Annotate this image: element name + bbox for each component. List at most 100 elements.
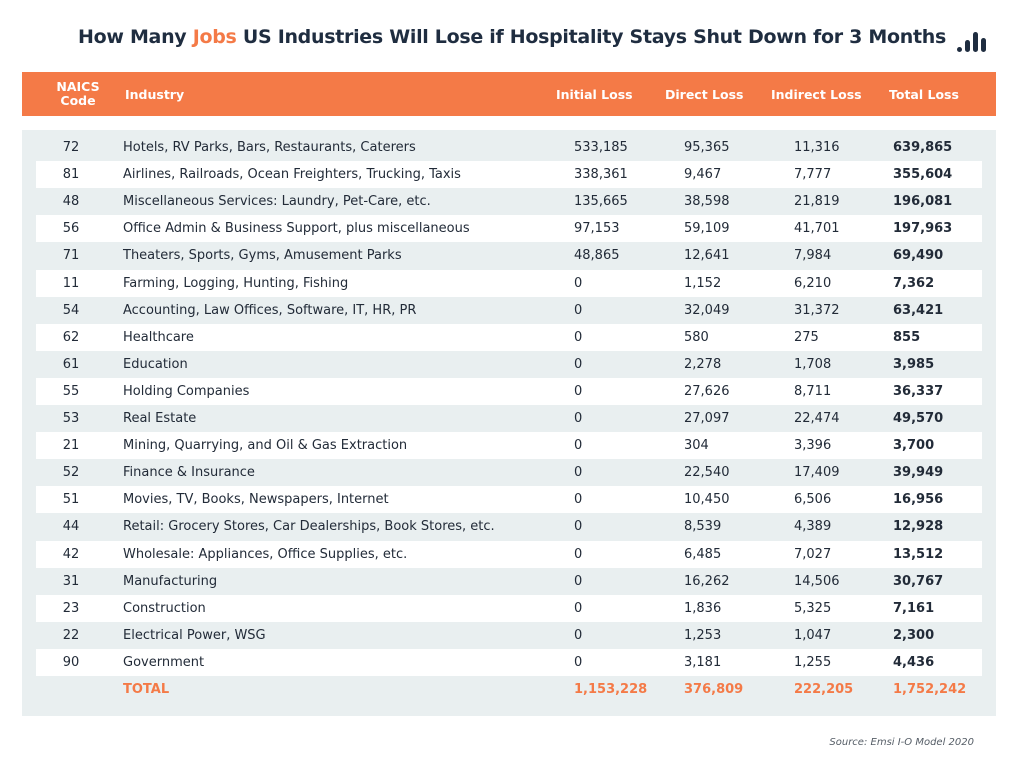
header-naics-code: NAICS Code [22,72,134,116]
cell-direct-loss: 376,809 [684,682,744,697]
cell-total-loss: 16,956 [893,492,944,508]
cell-direct-loss: 580 [684,329,709,345]
cell-industry: Retail: Grocery Stores, Car Dealerships,… [123,519,495,535]
bar-chart-logo-icon [957,30,993,52]
cell-total-loss: 7,362 [893,275,935,291]
table-row: 21 Mining, Quarrying, and Oil & Gas Extra… [36,432,982,460]
cell-direct-loss: 38,598 [684,194,730,210]
title-after: US Industries Will Lose if Hospitality S… [236,26,946,48]
cell-industry: Hotels, RV Parks, Bars, Restaurants, Cat… [123,140,416,155]
cell-initial-loss: 0 [574,492,583,508]
table-row: 55 Holding Companies 0 27,626 8,711 36,337 [36,377,982,405]
cell-total-loss: 3,985 [893,356,935,372]
cell-industry: Accounting, Law Offices, Software, IT, H… [123,302,417,318]
cell-direct-loss: 27,097 [684,411,730,426]
cell-total-loss: 13,512 [893,546,944,562]
cell-naics-code: 11 [62,275,80,291]
cell-total-loss: 63,421 [893,302,944,318]
cell-initial-loss: 48,865 [574,248,620,264]
table-row: 72 Hotels, RV Parks, Bars, Restaurants, C… [36,134,982,161]
cell-naics-code: 71 [62,248,80,264]
cell-indirect-loss: 7,984 [794,248,832,264]
title-before: How Many [78,26,193,48]
cell-total-loss: 39,949 [893,465,944,481]
table-row: 56 Office Admin & Business Support, plus … [36,215,982,243]
cell-total-loss: 12,928 [893,519,944,535]
cell-naics-code: 44 [62,519,80,535]
table-row: 90 Government 0 3,181 1,255 4,436 [36,648,982,676]
cell-initial-loss: 0 [574,627,583,643]
table-row: 42 Wholesale: Appliances, Office Supplies… [36,540,982,568]
header-indirect-loss: Indirect Loss [771,86,862,102]
table-row: 51 Movies, TV, Books, Newspapers, Interne… [36,486,982,514]
table-row: 31 Manufacturing 0 16,262 14,506 30,767 [36,568,982,595]
header-naics-line1: NAICS [56,79,100,94]
cell-initial-loss: 0 [574,465,583,481]
cell-direct-loss: 27,626 [684,383,730,399]
header-initial-loss: Initial Loss [556,86,633,102]
cell-indirect-loss: 11,316 [794,140,840,155]
cell-industry: Airlines, Railroads, Ocean Freighters, T… [123,167,461,183]
cell-naics-code: 81 [62,167,80,183]
cell-initial-loss: 0 [574,573,583,589]
cell-industry: Education [123,356,188,372]
table-row: 62 Healthcare 0 580 275 855 [36,323,982,351]
cell-indirect-loss: 5,325 [794,600,832,616]
source-note: Source: Emsi I-O Model 2020 [829,737,974,748]
header-naics-line2: Code [60,93,96,108]
cell-indirect-loss: 14,506 [794,573,840,589]
table-total-row: TOTAL 1,153,228 376,809 222,205 1,752,242 [36,676,982,703]
cell-initial-loss: 0 [574,383,583,399]
cell-indirect-loss: 22,474 [794,411,840,426]
header-industry: Industry [125,86,185,102]
table-row: 11 Farming, Logging, Hunting, Fishing 0 1,1… [36,269,982,297]
cell-naics-code: 31 [62,573,80,589]
cell-industry: Construction [123,600,206,616]
cell-direct-loss: 304 [684,438,709,454]
cell-direct-loss: 8,539 [684,519,722,535]
chart-title: How Many Jobs US Industries Will Lose if… [0,26,1024,48]
cell-direct-loss: 59,109 [684,221,730,237]
cell-total-loss: 2,300 [893,627,935,643]
title-highlight: Jobs [192,26,237,48]
cell-total-loss: 1,752,242 [893,682,967,697]
cell-indirect-loss: 6,210 [794,275,832,291]
cell-industry: Manufacturing [123,573,218,589]
cell-direct-loss: 1,253 [684,627,722,643]
cell-direct-loss: 2,278 [684,356,722,372]
table-row: 53 Real Estate 0 27,097 22,474 49,570 [36,405,982,432]
cell-initial-loss: 0 [574,438,583,454]
cell-direct-loss: 32,049 [684,302,730,318]
cell-direct-loss: 22,540 [684,465,730,481]
table-row: 22 Electrical Power, WSG 0 1,253 1,047 2,300 [36,622,982,649]
cell-naics-code: 51 [62,492,80,508]
cell-naics-code: 90 [62,654,80,670]
header-direct-loss: Direct Loss [665,86,744,102]
table-row: 44 Retail: Grocery Stores, Car Dealership… [36,513,982,540]
cell-industry: Miscellaneous Services: Laundry, Pet-Car… [123,194,431,210]
cell-naics-code: 48 [62,194,80,210]
cell-industry: Movies, TV, Books, Newspapers, Internet [123,492,389,508]
cell-direct-loss: 3,181 [684,654,722,670]
cell-total-loss: 49,570 [893,411,944,426]
cell-direct-loss: 1,152 [684,275,722,291]
cell-industry: Mining, Quarrying, and Oil & Gas Extract… [123,438,408,454]
cell-total-loss: 639,865 [893,140,953,155]
cell-indirect-loss: 7,027 [794,546,832,562]
cell-initial-loss: 0 [574,356,583,372]
cell-indirect-loss: 41,701 [794,221,840,237]
cell-direct-loss: 6,485 [684,546,722,562]
table-row: 23 Construction 0 1,836 5,325 7,161 [36,594,982,622]
cell-naics-code: 55 [62,383,80,399]
cell-naics-code: 54 [62,302,80,318]
cell-total-loss: 69,490 [893,248,944,264]
header-total-loss: Total Loss [889,86,959,102]
cell-direct-loss: 95,365 [684,140,730,155]
cell-industry: Office Admin & Business Support, plus mi… [123,221,470,237]
cell-indirect-loss: 8,711 [794,383,832,399]
cell-initial-loss: 1,153,228 [574,682,648,697]
cell-initial-loss: 135,665 [574,194,628,210]
cell-indirect-loss: 1,047 [794,627,832,643]
cell-naics-code: 23 [62,600,80,616]
cell-indirect-loss: 222,205 [794,682,854,697]
